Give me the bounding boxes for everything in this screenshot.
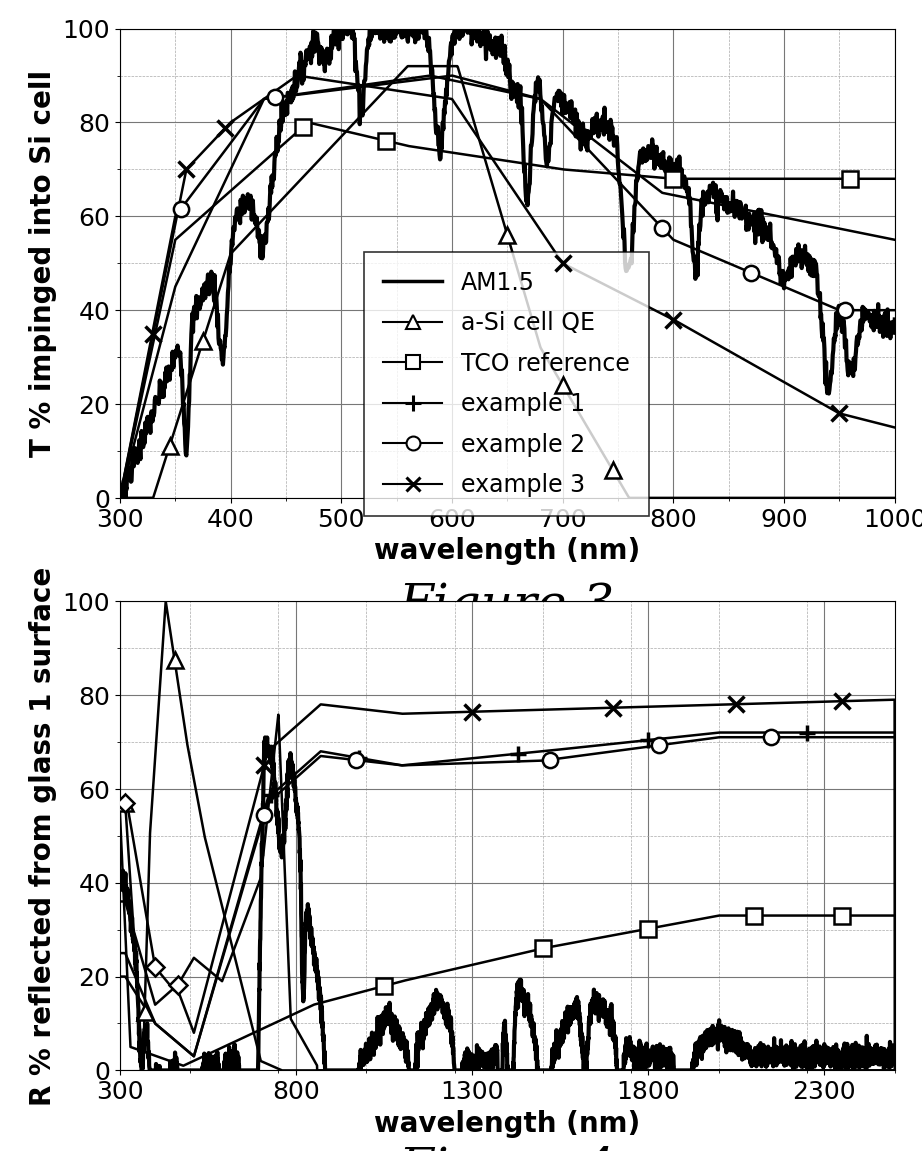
Text: Figure 3: Figure 3: [399, 582, 615, 632]
X-axis label: wavelength (nm): wavelength (nm): [374, 1110, 640, 1137]
Y-axis label: R % reflected from glass 1 surface: R % reflected from glass 1 surface: [29, 566, 57, 1105]
Y-axis label: T % impinged into Si cell: T % impinged into Si cell: [29, 70, 57, 457]
X-axis label: wavelength (nm): wavelength (nm): [374, 538, 640, 565]
Text: Figure 4: Figure 4: [399, 1145, 615, 1151]
Legend: AM1.5, a-Si cell QE, TCO reference, example 1, example 2, example 3: AM1.5, a-Si cell QE, TCO reference, exam…: [364, 252, 648, 516]
